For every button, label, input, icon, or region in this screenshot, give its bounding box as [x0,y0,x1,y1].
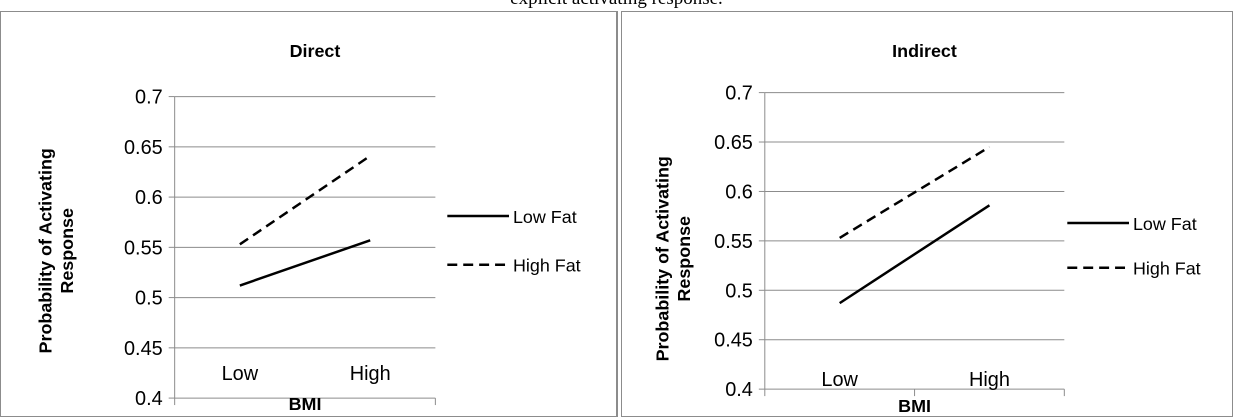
x-tick-label: High [969,369,1010,391]
legend-label: Low Fat [513,207,577,227]
chart-title: Indirect [892,41,957,61]
y-tick-label: 0.4 [725,379,753,401]
y-tick-label: 0.45 [714,330,753,352]
chart-direct: Direct 0.4 0.45 0.5 0.55 0.6 0.65 0.7 Low High BMI… [35,41,581,414]
y-tick-label: 0.55 [714,231,753,253]
y-tick-label: 0.4 [135,388,163,410]
series-line-low-fat [839,204,991,305]
legend-label: High Fat [513,256,581,276]
chart-panel-direct: Direct 0.4 0.45 0.5 0.55 0.6 0.65 0.7 Low High BMI… [0,11,617,417]
series-line-high-fat [239,154,371,246]
chart-panel-indirect: Indirect 0.4 0.45 0.5 0.55 0.6 0.65 0.7 Low High B… [621,11,1233,417]
y-tick-label: 0.5 [725,280,753,302]
y-tick-label: 0.45 [124,338,163,360]
y-tick-label: 0.65 [714,132,753,154]
y-tick-label: 0.5 [135,288,163,310]
series-line-high-fat [839,145,991,239]
x-tick-label: High [350,363,391,385]
chart-indirect: Indirect 0.4 0.45 0.5 0.55 0.6 0.65 0.7 Low High B… [652,41,1201,416]
y-axis-label: Probability of Activating Response [652,156,694,361]
y-tick-label: 0.6 [725,181,753,203]
x-tick-label: Low [821,369,858,391]
series-line-low-fat [239,239,371,287]
legend-label: Low Fat [1133,214,1197,234]
figure-caption: explicit activating response. [0,0,1233,10]
chart-title: Direct [290,41,341,61]
y-tick-label: 0.6 [135,187,163,209]
y-tick-label: 0.7 [725,83,753,105]
legend-label: High Fat [1133,259,1201,279]
x-axis-label: BMI [289,394,322,414]
y-tick-label: 0.65 [124,137,163,159]
x-tick-label: Low [222,363,259,385]
y-axis-label: Probability of Activating Response [35,148,77,353]
y-tick-label: 0.55 [124,237,163,259]
x-axis-label: BMI [898,396,931,416]
panel-divider [617,11,621,417]
y-tick-label: 0.7 [135,87,163,109]
